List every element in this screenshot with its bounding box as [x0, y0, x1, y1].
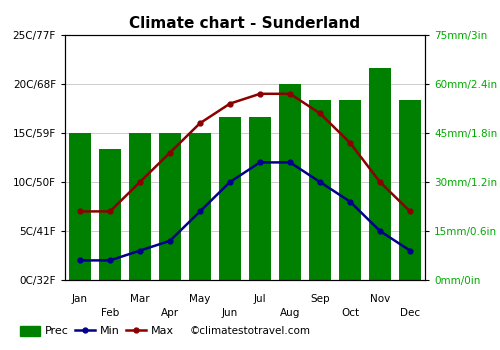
Text: Jun: Jun — [222, 308, 238, 318]
Text: Sep: Sep — [310, 294, 330, 304]
Bar — [369, 68, 391, 280]
Bar — [309, 100, 331, 280]
Text: Nov: Nov — [370, 294, 390, 304]
Legend: Prec, Min, Max: Prec, Min, Max — [16, 321, 178, 341]
Bar — [189, 133, 211, 280]
Text: Aug: Aug — [280, 308, 300, 318]
Text: ©climatestotravel.com: ©climatestotravel.com — [190, 326, 311, 336]
Bar — [399, 100, 421, 280]
Text: Apr: Apr — [161, 308, 179, 318]
Text: May: May — [190, 294, 210, 304]
Bar — [339, 100, 361, 280]
Bar — [159, 133, 181, 280]
Bar — [249, 117, 271, 280]
Bar — [279, 84, 301, 280]
Text: Dec: Dec — [400, 308, 420, 318]
Text: Mar: Mar — [130, 294, 150, 304]
Bar — [219, 117, 241, 280]
Bar — [99, 149, 121, 280]
Text: Feb: Feb — [101, 308, 119, 318]
Title: Climate chart - Sunderland: Climate chart - Sunderland — [130, 16, 360, 31]
Text: Oct: Oct — [341, 308, 359, 318]
Text: Jul: Jul — [254, 294, 266, 304]
Bar — [129, 133, 151, 280]
Text: Jan: Jan — [72, 294, 88, 304]
Bar — [69, 133, 91, 280]
